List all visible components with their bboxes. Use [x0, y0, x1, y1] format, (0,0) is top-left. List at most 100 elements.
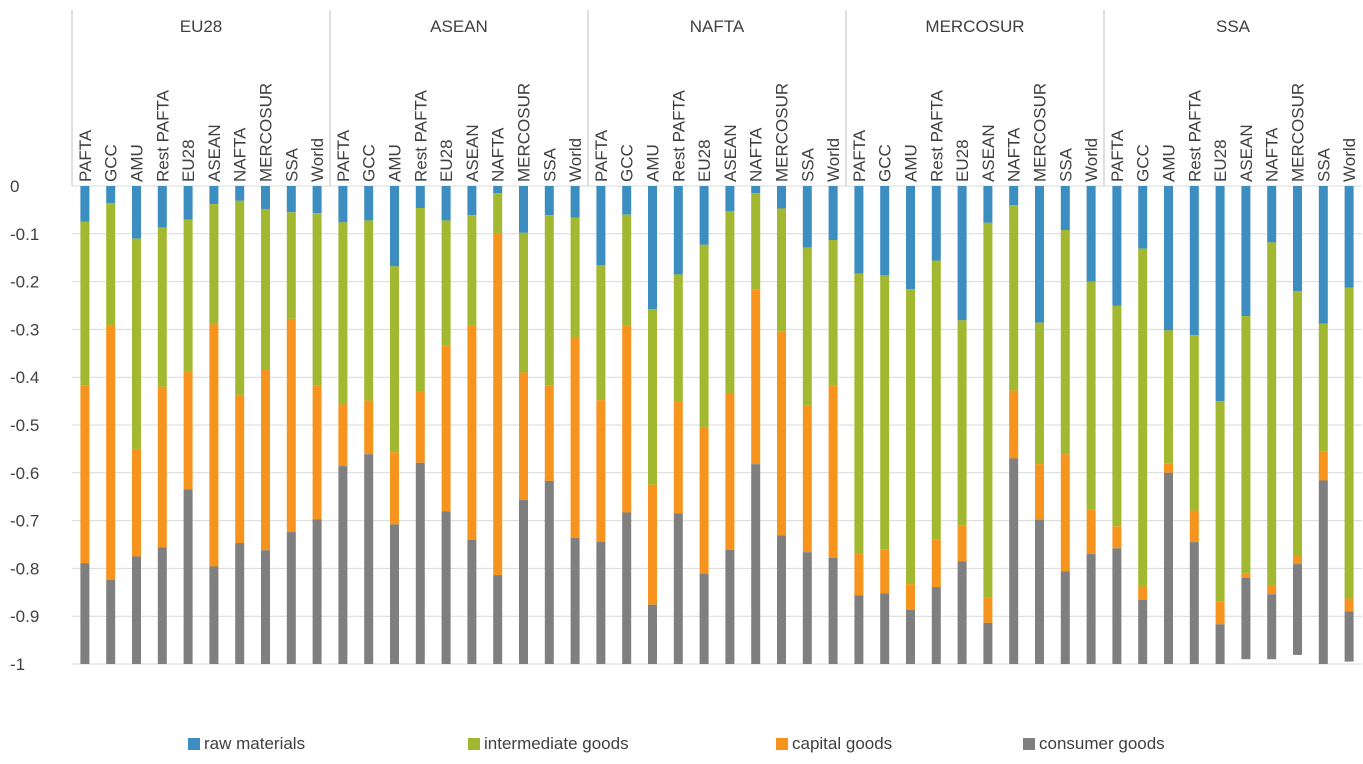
bar-consumer-goods-asean-gcc: [364, 454, 374, 664]
bar-capital-goods-mercosur-nafta: [1009, 390, 1019, 459]
bar-consumer-goods-eu28-pafta: [80, 563, 90, 664]
bar-raw-materials-asean-world: [570, 186, 580, 218]
bar-raw-materials-mercosur-mercosur: [1035, 186, 1044, 323]
bar-raw-materials-eu28-mercosur: [261, 186, 270, 209]
bar-capital-goods-nafta-gcc: [622, 325, 632, 513]
bar-intermediate-goods-eu28-pafta: [80, 221, 90, 386]
bar-consumer-goods-nafta-gcc: [622, 512, 632, 664]
category-label-asean: ASEAN: [463, 124, 482, 182]
bar-capital-goods-mercosur-amu: [906, 584, 915, 610]
bar-intermediate-goods-mercosur-rest-pafta: [931, 260, 941, 540]
bar-consumer-goods-mercosur-world: [1086, 554, 1096, 664]
legend-swatch-consumer-goods: [1023, 738, 1035, 750]
bar-capital-goods-eu28-amu: [132, 448, 141, 557]
bar-raw-materials-ssa-gcc: [1138, 186, 1148, 249]
bar-capital-goods-ssa-pafta: [1112, 526, 1122, 549]
category-label-nafta: NAFTA: [747, 127, 766, 182]
bar-raw-materials-nafta-world: [828, 186, 838, 241]
bar-capital-goods-asean-asean: [467, 325, 477, 540]
bar-intermediate-goods-mercosur-nafta: [1009, 205, 1019, 391]
bar-raw-materials-eu28-world: [312, 186, 322, 214]
bar-intermediate-goods-asean-eu28: [441, 220, 451, 346]
bar-intermediate-goods-eu28-mercosur: [261, 208, 270, 371]
bar-intermediate-goods-asean-world: [570, 217, 580, 338]
bar-intermediate-goods-eu28-gcc: [106, 203, 116, 326]
bar-intermediate-goods-mercosur-asean: [983, 222, 993, 598]
bar-consumer-goods-asean-world: [570, 537, 580, 664]
bar-intermediate-goods-eu28-nafta: [235, 200, 245, 395]
bar-capital-goods-asean-rest-pafta: [415, 391, 425, 463]
bar-consumer-goods-eu28-eu28: [183, 489, 193, 664]
bar-capital-goods-nafta-ssa: [802, 405, 812, 553]
bar-intermediate-goods-eu28-rest-pafta: [157, 227, 167, 387]
bar-raw-materials-ssa-nafta: [1267, 186, 1277, 243]
bar-intermediate-goods-eu28-world: [312, 213, 322, 386]
bar-intermediate-goods-ssa-mercosur: [1293, 291, 1302, 556]
category-label-pafta: PAFTA: [334, 129, 353, 182]
bar-consumer-goods-ssa-nafta: [1267, 594, 1277, 660]
bar-raw-materials-ssa-rest-pafta: [1189, 186, 1199, 336]
category-label-asean: ASEAN: [1237, 124, 1256, 182]
bar-raw-materials-ssa-ssa: [1318, 186, 1328, 324]
bar-capital-goods-asean-amu: [390, 452, 399, 525]
y-tick-label: -0.8: [10, 559, 39, 578]
category-label-amu: AMU: [386, 144, 405, 182]
legend-item-intermediate-goods: intermediate goods: [468, 732, 629, 756]
bar-capital-goods-asean-mercosur: [519, 372, 528, 501]
bar-intermediate-goods-ssa-amu: [1164, 330, 1173, 464]
category-label-amu: AMU: [902, 144, 921, 182]
bar-intermediate-goods-ssa-nafta: [1267, 242, 1277, 586]
bar-intermediate-goods-nafta-ssa: [802, 247, 812, 406]
bar-capital-goods-nafta-nafta: [751, 289, 761, 465]
category-label-amu: AMU: [644, 144, 663, 182]
bar-capital-goods-ssa-mercosur: [1293, 555, 1302, 565]
category-label-asean: ASEAN: [721, 124, 740, 182]
bar-consumer-goods-asean-pafta: [338, 466, 348, 664]
bar-intermediate-goods-nafta-rest-pafta: [673, 274, 683, 402]
bar-raw-materials-nafta-asean: [725, 186, 735, 212]
bar-intermediate-goods-ssa-pafta: [1112, 305, 1122, 527]
bar-consumer-goods-nafta-amu: [648, 604, 657, 664]
bar-raw-materials-asean-nafta: [493, 186, 503, 194]
bar-capital-goods-ssa-eu28: [1215, 601, 1225, 625]
bar-consumer-goods-eu28-rest-pafta: [157, 547, 167, 664]
bar-intermediate-goods-asean-rest-pafta: [415, 207, 425, 392]
bar-capital-goods-ssa-world: [1344, 598, 1354, 612]
bar-capital-goods-mercosur-rest-pafta: [931, 539, 941, 588]
bar-raw-materials-asean-rest-pafta: [415, 186, 425, 208]
category-label-gcc: GCC: [618, 144, 637, 182]
bar-raw-materials-ssa-eu28: [1215, 186, 1225, 402]
bar-raw-materials-mercosur-world: [1086, 186, 1096, 282]
category-label-gcc: GCC: [102, 144, 121, 182]
bar-consumer-goods-mercosur-gcc: [880, 593, 890, 664]
bar-capital-goods-nafta-asean: [725, 393, 735, 550]
bar-raw-materials-ssa-amu: [1164, 186, 1173, 331]
y-tick-label: -0.2: [10, 273, 39, 292]
category-label-ssa: SSA: [540, 147, 559, 182]
category-label-mercosur: MERCOSUR: [1031, 83, 1050, 182]
legend-swatch-raw-materials: [188, 738, 200, 750]
bar-consumer-goods-asean-nafta: [493, 575, 503, 664]
group-label-eu28: EU28: [180, 17, 223, 36]
bar-capital-goods-asean-gcc: [364, 400, 374, 455]
bar-raw-materials-eu28-amu: [132, 186, 141, 239]
bar-intermediate-goods-mercosur-pafta: [854, 273, 864, 555]
legend-swatch-capital-goods: [776, 738, 788, 750]
bar-capital-goods-asean-pafta: [338, 404, 348, 467]
category-label-pafta: PAFTA: [850, 129, 869, 182]
bar-capital-goods-ssa-rest-pafta: [1189, 510, 1199, 543]
bar-capital-goods-asean-ssa: [544, 385, 554, 481]
bar-consumer-goods-ssa-mercosur: [1293, 564, 1302, 655]
bar-raw-materials-mercosur-asean: [983, 186, 993, 223]
bar-raw-materials-nafta-mercosur: [777, 186, 786, 209]
bar-consumer-goods-nafta-world: [828, 557, 838, 664]
bar-raw-materials-nafta-nafta: [751, 186, 761, 194]
category-label-gcc: GCC: [360, 144, 379, 182]
bar-consumer-goods-ssa-rest-pafta: [1189, 542, 1199, 664]
bar-raw-materials-nafta-gcc: [622, 186, 632, 215]
category-label-eu28: EU28: [437, 139, 456, 182]
bar-intermediate-goods-eu28-asean: [209, 204, 219, 325]
bar-raw-materials-ssa-world: [1344, 186, 1354, 288]
y-tick-label: -0.5: [10, 416, 39, 435]
